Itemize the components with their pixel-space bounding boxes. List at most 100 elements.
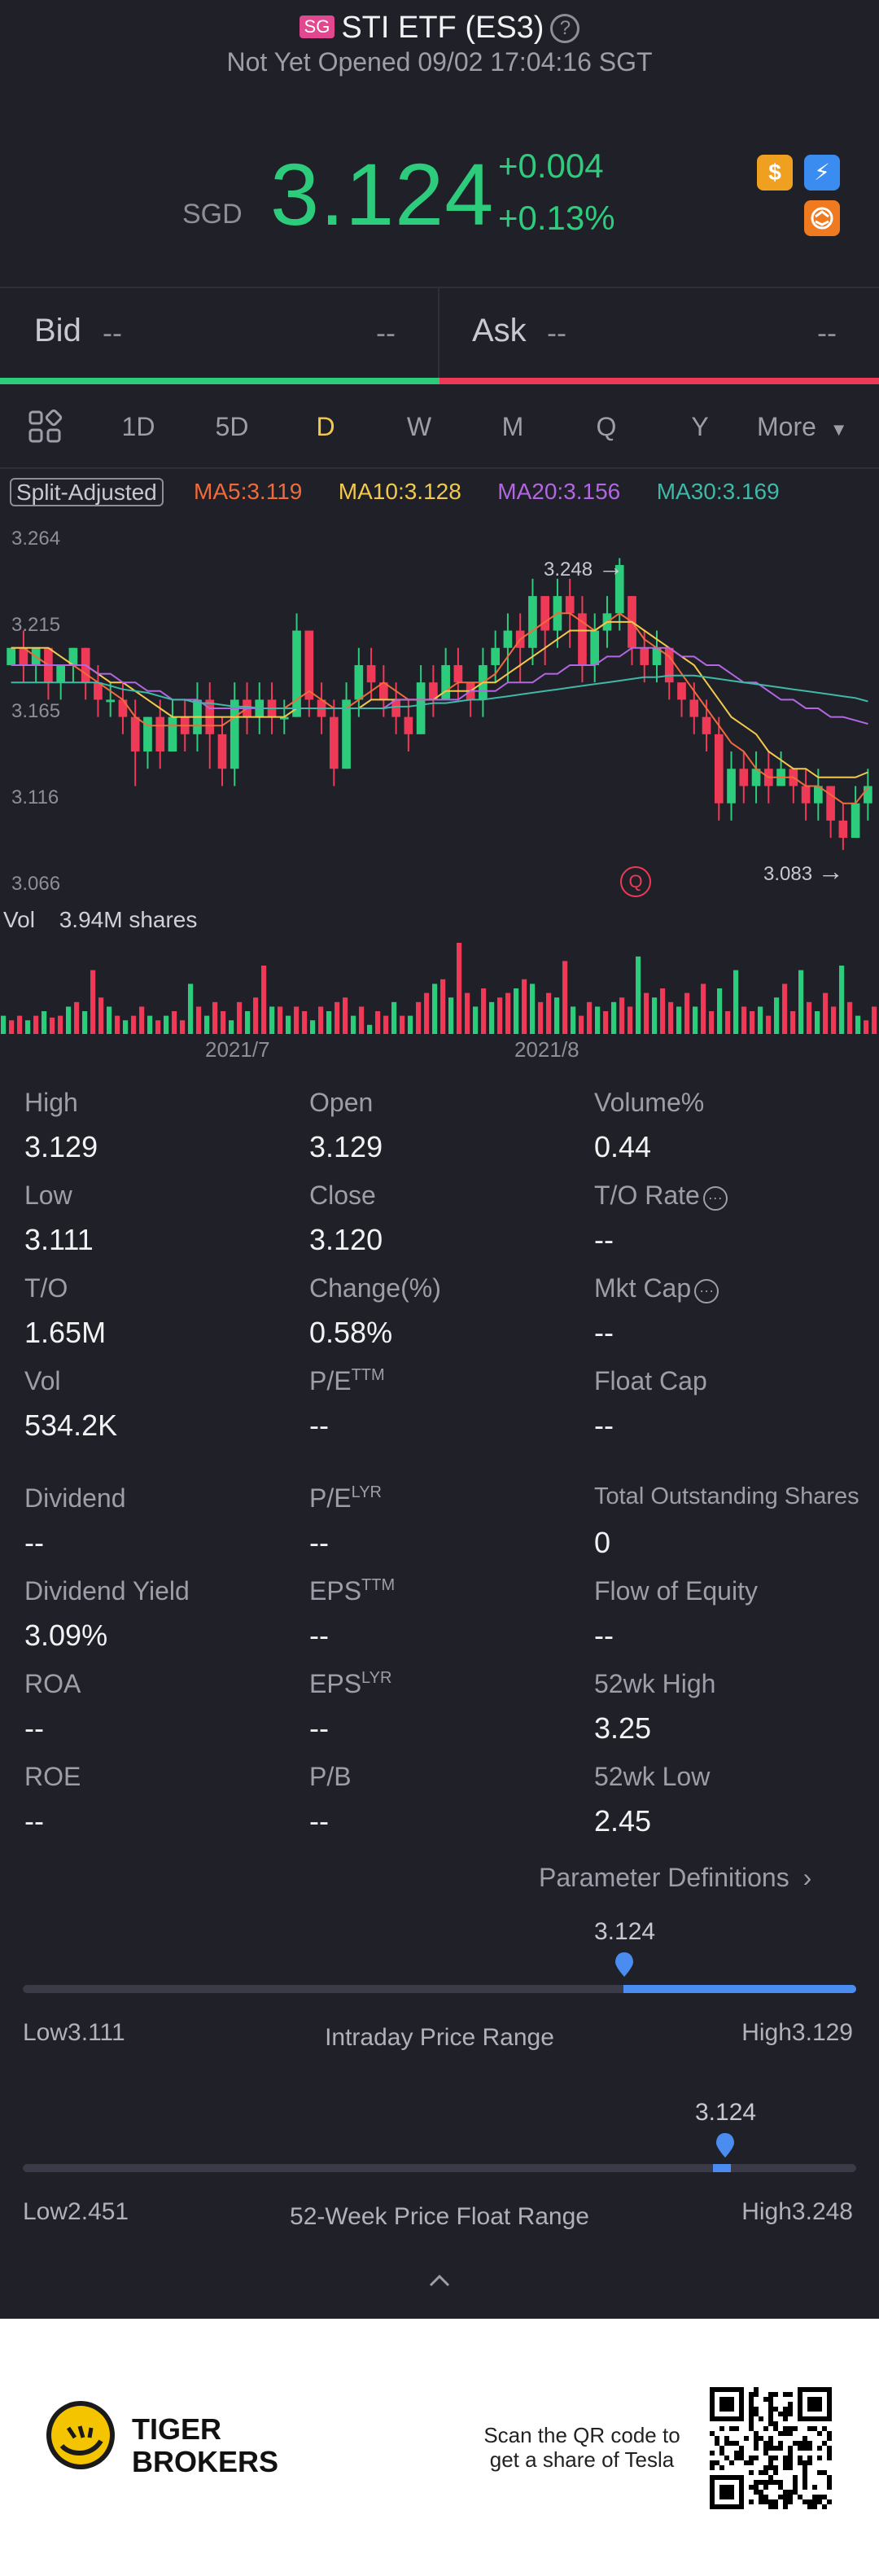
more-dropdown[interactable]: More ▼ bbox=[757, 404, 871, 453]
qr-module bbox=[749, 2421, 754, 2426]
qr-module bbox=[788, 2426, 793, 2431]
last-price: 3.124 bbox=[270, 145, 495, 243]
lightning-icon[interactable]: ⚡ bbox=[804, 155, 840, 191]
stat-label-text: Open bbox=[309, 1088, 374, 1117]
candle-body bbox=[292, 630, 301, 717]
qr-module bbox=[749, 2402, 754, 2407]
qr-module bbox=[763, 2499, 768, 2504]
chevron-right-icon: › bbox=[802, 1863, 812, 1892]
qr-module bbox=[719, 2426, 724, 2431]
high-label: High bbox=[741, 2019, 792, 2046]
stat-label: 52wk Low bbox=[594, 1762, 710, 1792]
tab-1d[interactable]: 1D bbox=[121, 412, 155, 441]
ask-bar bbox=[440, 378, 879, 384]
qr-module bbox=[783, 2504, 788, 2509]
qr-module bbox=[763, 2470, 768, 2475]
qr-module bbox=[827, 2499, 832, 2504]
qr-module bbox=[783, 2412, 788, 2416]
stat-label-text: Float Cap bbox=[594, 1366, 707, 1395]
candle-body bbox=[130, 716, 140, 752]
parameter-definitions-link[interactable]: Parameter Definitions › bbox=[539, 1863, 811, 1893]
qr-module bbox=[817, 2446, 822, 2451]
candle-body bbox=[826, 786, 835, 821]
volume-bar bbox=[107, 1006, 112, 1034]
volume-bar bbox=[758, 1006, 763, 1034]
divider bbox=[0, 467, 879, 469]
volume-bar bbox=[530, 984, 536, 1034]
qr-module bbox=[749, 2485, 754, 2490]
tab-weekly[interactable]: W bbox=[406, 412, 432, 441]
qr-module bbox=[778, 2446, 783, 2451]
split-adjusted-toggle[interactable]: Split-Adjusted bbox=[10, 478, 164, 506]
qr-module bbox=[724, 2456, 729, 2460]
qr-module bbox=[788, 2392, 793, 2397]
bid-size: -- bbox=[376, 316, 396, 349]
qr-module bbox=[817, 2431, 822, 2436]
stat-value: 2.45 bbox=[594, 1804, 652, 1838]
qr-module bbox=[754, 2407, 759, 2412]
volume-bar bbox=[424, 992, 430, 1034]
qr-module bbox=[749, 2460, 754, 2465]
tiger-logo-icon bbox=[46, 2401, 115, 2469]
qr-module bbox=[768, 2436, 773, 2441]
volume-bar bbox=[701, 984, 706, 1034]
candlestick-chart[interactable] bbox=[0, 521, 879, 896]
candle-body bbox=[640, 647, 649, 665]
qr-module bbox=[759, 2495, 763, 2499]
more-info-icon[interactable]: ··· bbox=[694, 1279, 719, 1303]
dollar-icon[interactable]: $ bbox=[757, 155, 793, 191]
intraday-range-track bbox=[23, 1985, 856, 1993]
range52-marker-icon bbox=[716, 2133, 734, 2158]
help-icon[interactable]: ? bbox=[550, 14, 580, 43]
qr-module bbox=[768, 2412, 773, 2416]
stat-value: 0.58% bbox=[309, 1316, 393, 1349]
volume-bar bbox=[310, 1020, 316, 1034]
more-info-icon[interactable]: ··· bbox=[702, 1186, 728, 1211]
intraday-marker-icon bbox=[615, 1952, 633, 1977]
qr-module bbox=[768, 2480, 773, 2485]
volume-bar bbox=[864, 1020, 869, 1034]
qr-module bbox=[773, 2407, 778, 2412]
volume-bar bbox=[269, 1006, 275, 1034]
layout-grid-icon[interactable] bbox=[16, 404, 73, 458]
max-price-label: 3.248 → bbox=[544, 552, 624, 582]
tab-yearly[interactable]: Y bbox=[691, 412, 709, 441]
volume-bar bbox=[619, 997, 625, 1034]
tab-quarterly[interactable]: Q bbox=[596, 412, 617, 441]
tab-daily[interactable]: D bbox=[316, 412, 335, 441]
volume-bar bbox=[473, 1006, 479, 1034]
qr-module bbox=[768, 2397, 773, 2402]
volume-bar bbox=[123, 1020, 129, 1034]
stat-value: -- bbox=[594, 1619, 614, 1652]
volume-bar bbox=[253, 997, 259, 1034]
volume-bar bbox=[245, 1011, 251, 1034]
ma5-label: MA5:3.119 bbox=[194, 479, 303, 504]
volume-bar bbox=[807, 1001, 812, 1034]
quarterly-event-icon[interactable]: Q bbox=[620, 866, 651, 897]
chevron-up-icon[interactable] bbox=[428, 2272, 451, 2288]
qr-module bbox=[812, 2485, 817, 2490]
volume-bar bbox=[684, 992, 690, 1034]
qr-module bbox=[719, 2446, 724, 2451]
volume-bar bbox=[522, 979, 527, 1034]
qr-module bbox=[827, 2485, 832, 2490]
qr-caption-line-2: get a share of Tesla bbox=[489, 2447, 675, 2472]
qr-module bbox=[763, 2495, 768, 2499]
ma30-line bbox=[11, 674, 868, 709]
volume-chart[interactable] bbox=[0, 936, 879, 1034]
qr-module bbox=[793, 2480, 798, 2485]
qr-module bbox=[788, 2490, 793, 2495]
qr-module bbox=[768, 2402, 773, 2407]
stat-value: 3.129 bbox=[24, 1130, 98, 1163]
qr-module bbox=[729, 2426, 734, 2431]
qr-module bbox=[749, 2397, 754, 2402]
exchange-icon[interactable] bbox=[804, 200, 840, 236]
volume-bar bbox=[741, 1006, 747, 1034]
y-tick-label: 3.165 bbox=[11, 700, 61, 722]
tab-monthly[interactable]: M bbox=[501, 412, 524, 441]
arrow-right-icon: → bbox=[597, 552, 624, 581]
tab-5d[interactable]: 5D bbox=[215, 412, 249, 441]
volume-bar bbox=[774, 997, 780, 1034]
qr-module bbox=[759, 2499, 763, 2504]
stock-title-row: SG STI ETF (ES3)? bbox=[0, 7, 879, 49]
